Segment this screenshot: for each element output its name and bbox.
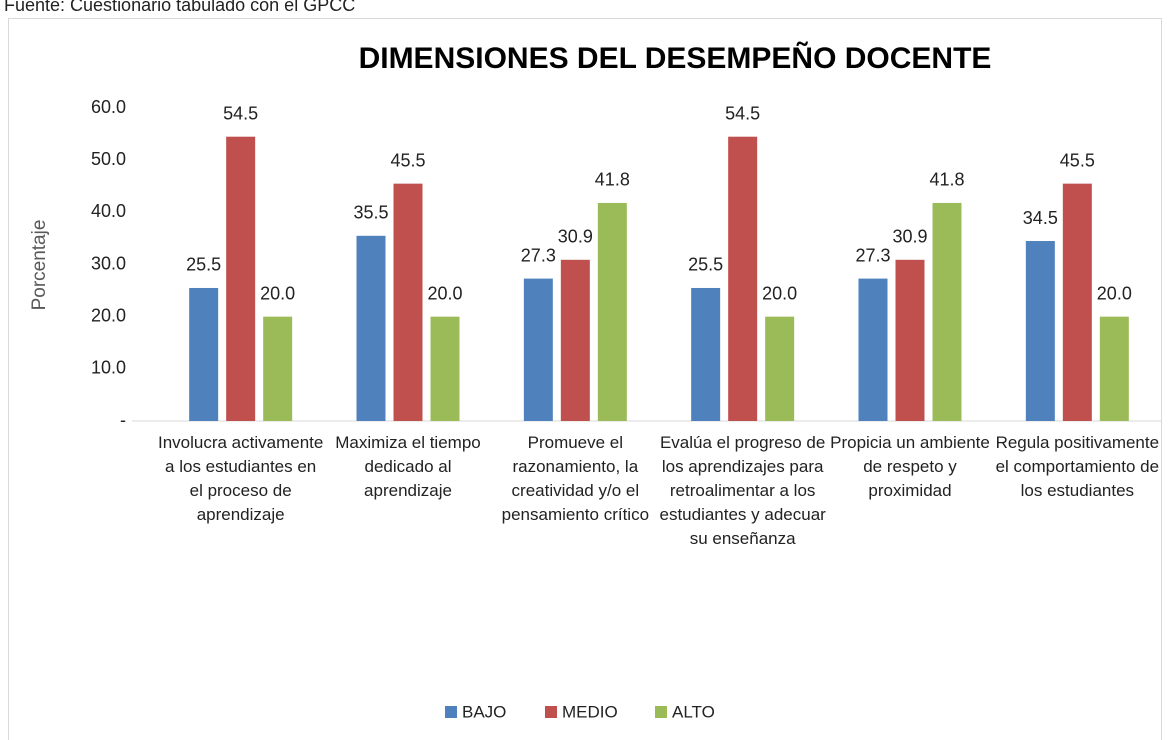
bar [523, 278, 553, 421]
x-tick-label-box: Evalúa el progreso de los aprendizajes p… [659, 433, 826, 548]
data-label: 20.0 [260, 283, 295, 303]
bar [393, 183, 423, 421]
legend-label: ALTO [672, 702, 715, 721]
bar [1062, 183, 1092, 421]
bar [430, 316, 460, 421]
x-tick-label: Promueve el razonamiento, la creatividad… [501, 433, 650, 524]
legend-swatch [655, 706, 667, 718]
bar [560, 259, 590, 421]
data-label: 27.3 [521, 245, 556, 265]
bar [1025, 241, 1055, 421]
bar [226, 136, 256, 422]
y-tick-label: 20.0 [91, 305, 126, 325]
data-label: 20.0 [427, 283, 462, 303]
legend-label: BAJO [462, 702, 506, 721]
x-tick-label: Propicia un ambiente de respeto y proxim… [830, 433, 990, 500]
data-label: 34.5 [1023, 208, 1058, 228]
bar [356, 235, 386, 421]
data-label: 41.8 [595, 170, 630, 190]
data-label: 45.5 [390, 150, 425, 170]
x-tick-label: Maximiza el tiempo dedicado al aprendiza… [335, 433, 481, 500]
legend-label: MEDIO [562, 702, 618, 721]
chart-title: DIMENSIONES DEL DESEMPEÑO DOCENTE [359, 41, 992, 75]
x-tick-label-box: Regula positivamente el comportamiento d… [995, 433, 1160, 500]
bar [691, 287, 721, 421]
bar [765, 316, 795, 421]
bar [728, 136, 758, 422]
data-label: 54.5 [725, 103, 760, 123]
y-axis-label: Porcentaje [29, 220, 50, 311]
bar [858, 278, 888, 421]
bar [1099, 316, 1129, 421]
data-label: 54.5 [223, 103, 258, 123]
data-label: 25.5 [186, 255, 221, 275]
y-tick-label: 40.0 [91, 201, 126, 221]
x-tick-label-box: Promueve el razonamiento, la creatividad… [501, 433, 650, 524]
x-tick-label: Involucra activamente a los estudiantes … [157, 433, 324, 524]
y-tick-label: 30.0 [91, 253, 126, 273]
bar [263, 316, 293, 421]
bar [189, 287, 219, 421]
y-tick-label: 10.0 [91, 358, 126, 378]
data-label: 25.5 [688, 255, 723, 275]
data-label: 41.8 [929, 170, 964, 190]
data-label: 27.3 [855, 245, 890, 265]
x-tick-label: Regula positivamente el comportamiento d… [995, 433, 1160, 500]
data-label: 35.5 [353, 203, 388, 223]
data-label: 20.0 [1097, 283, 1132, 303]
x-tick-label-box: Involucra activamente a los estudiantes … [157, 433, 324, 524]
data-label: 20.0 [762, 283, 797, 303]
x-tick-label: Evalúa el progreso de los aprendizajes p… [659, 433, 826, 548]
bar [597, 202, 627, 421]
bar [895, 259, 925, 421]
x-tick-label-box: Propicia un ambiente de respeto y proxim… [830, 433, 990, 500]
data-label: 30.9 [558, 227, 593, 247]
legend-swatch [445, 706, 457, 718]
y-tick-label: 60.0 [91, 97, 126, 117]
data-label: 45.5 [1060, 150, 1095, 170]
x-tick-label-box: Maximiza el tiempo dedicado al aprendiza… [335, 433, 481, 500]
source-note: Fuente: Cuestionario tabulado con el GPC… [4, 0, 355, 15]
bar [932, 202, 962, 421]
y-tick-label: 50.0 [91, 149, 126, 169]
y-tick-label: - [120, 410, 126, 430]
legend-swatch [545, 706, 557, 718]
data-label: 30.9 [892, 227, 927, 247]
